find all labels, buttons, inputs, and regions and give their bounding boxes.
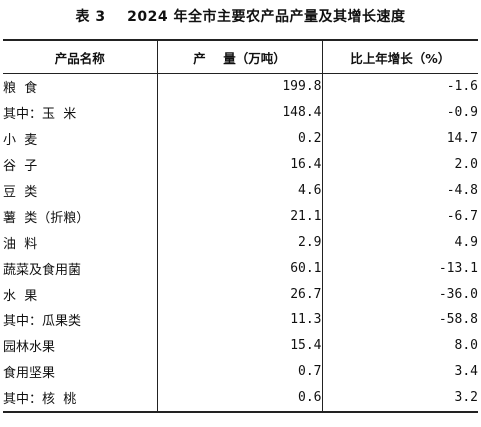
growth-cell: 3.2 bbox=[321, 384, 478, 413]
output-cell: 199.8 bbox=[156, 73, 322, 100]
product-name-cell: 其中：玉 米 bbox=[3, 107, 77, 123]
table-title: 表 3 2024 年全市主要农产品产量及其增长速度 bbox=[75, 9, 406, 25]
product-name-cell: 谷 子 bbox=[3, 159, 38, 175]
table-row: 薯 类（折粮） 21.1 -6.7 bbox=[3, 203, 478, 230]
output-cell: 148.4 bbox=[156, 99, 322, 126]
output-cell: 0.6 bbox=[156, 384, 322, 413]
output-cell: 60.1 bbox=[156, 255, 322, 282]
table-row: 谷 子 16.4 2.0 bbox=[3, 151, 478, 178]
growth-cell: 14.7 bbox=[321, 125, 478, 152]
product-name-cell: 其中：核 桃 bbox=[3, 384, 157, 413]
growth-cell: -36.0 bbox=[321, 281, 478, 308]
growth-cell: -58.8 bbox=[321, 307, 478, 333]
header-growth: 比上年增长（%） bbox=[321, 40, 478, 74]
output-cell: 2.9 bbox=[156, 229, 322, 256]
output-cell: 4.6 bbox=[156, 177, 322, 204]
product-name-cell: 豆 类 bbox=[3, 185, 38, 200]
table-row: 其中：瓜果类 11.3 -58.8 bbox=[3, 307, 478, 333]
table-row: 蔬菜及食用菌 60.1 -13.1 bbox=[3, 255, 478, 282]
table-row: 其中：玉 米 148.4 -0.9 bbox=[3, 99, 478, 126]
production-table: 产品名称 产 量（万吨） 比上年增长（%） 粮 食 199.8 -1.6 其中：… bbox=[3, 39, 478, 413]
output-cell: 21.1 bbox=[156, 203, 322, 230]
table-row: 豆 类 4.6 -4.8 bbox=[3, 177, 478, 204]
product-name-cell: 水 果 bbox=[3, 288, 38, 304]
table-row: 园林水果 15.4 8.0 bbox=[3, 332, 478, 359]
growth-cell: -1.6 bbox=[321, 73, 478, 100]
table-row: 食用坚果 0.7 3.4 bbox=[3, 358, 478, 385]
table-header-row: 产品名称 产 量（万吨） 比上年增长（%） bbox=[3, 40, 478, 74]
growth-cell: 3.4 bbox=[321, 358, 478, 385]
growth-cell: -6.7 bbox=[321, 203, 478, 230]
growth-cell: 2.0 bbox=[321, 151, 478, 178]
growth-cell: -4.8 bbox=[321, 177, 478, 204]
product-name-cell: 蔬菜及食用菌 bbox=[3, 262, 82, 278]
output-cell: 0.2 bbox=[156, 125, 322, 152]
product-name-cell: 食用坚果 bbox=[3, 366, 56, 382]
table-row: 水 果 26.7 -36.0 bbox=[3, 281, 478, 308]
growth-cell: 4.9 bbox=[321, 229, 478, 256]
product-name-cell: 粮 食 bbox=[3, 81, 38, 97]
growth-cell: -13.1 bbox=[321, 255, 478, 282]
header-output: 产 量（万吨） bbox=[156, 40, 322, 74]
product-name-cell: 园林水果 bbox=[3, 340, 56, 356]
table-row: 油 料 2.9 4.9 bbox=[3, 229, 478, 256]
product-name-cell: 薯 类（折粮） bbox=[3, 210, 90, 226]
product-name-cell: 小 麦 bbox=[3, 133, 38, 149]
output-cell: 26.7 bbox=[156, 281, 322, 308]
table-row: 小 麦 0.2 14.7 bbox=[3, 125, 478, 152]
output-cell: 11.3 bbox=[156, 307, 322, 333]
product-name-cell: 油 料 bbox=[3, 236, 38, 252]
table-row: 其中：核 桃 0.6 3.2 bbox=[3, 384, 478, 413]
table-row: 粮 食 199.8 -1.6 bbox=[3, 73, 478, 100]
product-name-cell: 其中：瓜果类 bbox=[3, 314, 82, 330]
output-cell: 15.4 bbox=[156, 332, 322, 359]
header-product-name: 产品名称 bbox=[3, 40, 157, 74]
output-cell: 16.4 bbox=[156, 151, 322, 178]
growth-cell: -0.9 bbox=[321, 99, 478, 126]
output-cell: 0.7 bbox=[156, 358, 322, 385]
growth-cell: 8.0 bbox=[321, 332, 478, 359]
